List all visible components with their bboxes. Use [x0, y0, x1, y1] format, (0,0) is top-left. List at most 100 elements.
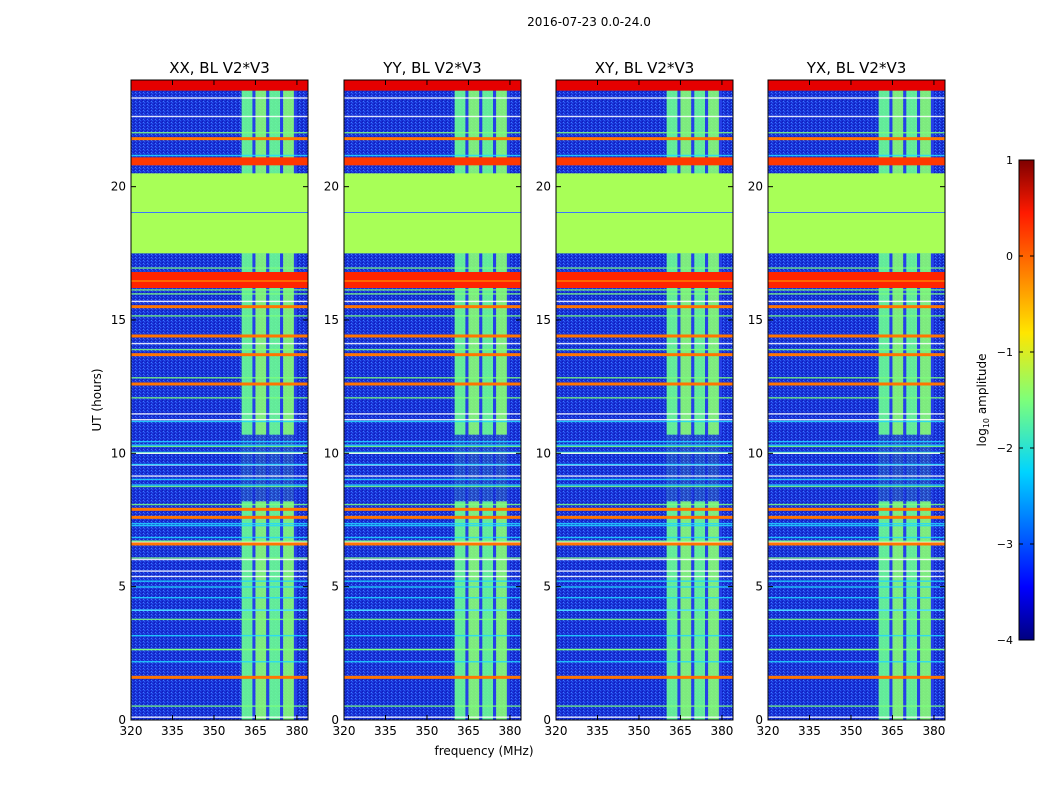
- x-tick-label: 380: [285, 724, 308, 738]
- flag-line: [768, 580, 945, 582]
- flag-line: [131, 661, 308, 663]
- flag-line: [131, 397, 308, 399]
- flag-line: [556, 580, 733, 582]
- rfi-stripe: [920, 80, 931, 720]
- y-tick-label: 10: [748, 446, 763, 460]
- x-tick-label: 335: [586, 724, 609, 738]
- flag-line: [768, 705, 945, 707]
- flag-line: [556, 475, 733, 477]
- rfi-gap: [917, 80, 921, 720]
- rfi-gap: [479, 80, 483, 720]
- flag-line: [768, 609, 945, 611]
- flag-line: [768, 716, 945, 718]
- x-tick-label: 350: [840, 724, 863, 738]
- flag-line: [344, 342, 521, 345]
- flag-line: [344, 503, 521, 506]
- flag-line: [131, 557, 308, 559]
- flag-line: [556, 115, 733, 118]
- y-tick-label: 15: [536, 313, 551, 327]
- flag-line-orange: [131, 137, 308, 141]
- flag-line: [344, 558, 521, 561]
- flag-line: [556, 648, 733, 651]
- flag-line: [344, 661, 521, 663]
- flag-line: [556, 484, 733, 486]
- flag-line: [131, 705, 308, 707]
- flag-line: [768, 557, 945, 559]
- flag-line: [556, 485, 733, 488]
- flag-line: [131, 570, 308, 572]
- y-axis-label: UT (hours): [90, 368, 104, 431]
- y-tick-label: 10: [536, 446, 551, 460]
- flag-line: [344, 289, 521, 291]
- masked-interval: [131, 173, 308, 254]
- flag-line: [131, 444, 308, 446]
- y-tick-label: 5: [331, 580, 339, 594]
- flag-line: [131, 132, 308, 134]
- rfi-gap: [280, 80, 284, 720]
- flag-line-orange: [556, 334, 733, 338]
- flag-line: [556, 524, 733, 527]
- flag-line: [556, 586, 733, 588]
- flag-line: [131, 97, 308, 99]
- y-tick-label: 10: [324, 446, 339, 460]
- flag-line: [768, 503, 945, 506]
- flag-line: [768, 586, 945, 588]
- colorbar-tick-label: 0: [1006, 250, 1013, 263]
- flag-line-orange: [344, 353, 521, 357]
- flag-line: [556, 558, 733, 561]
- flag-line-orange: [768, 334, 945, 338]
- flag-line: [131, 420, 308, 423]
- flag-line: [556, 315, 733, 317]
- flag-line: [556, 596, 733, 599]
- flag-line: [344, 570, 521, 572]
- flag-line: [556, 575, 733, 578]
- x-tick-label: 320: [545, 724, 568, 738]
- flag-line: [768, 540, 945, 542]
- flag-line: [768, 267, 945, 269]
- masked-interval: [768, 80, 945, 91]
- masked-interval: [344, 80, 521, 91]
- flag-line-orange: [344, 382, 521, 386]
- flag-line-orange: [768, 280, 945, 282]
- flag-line: [768, 484, 945, 486]
- rfi-band: [241, 80, 297, 720]
- flag-line: [556, 445, 733, 448]
- colorbar-ticks: 1 0 −1 −2 −3 −4: [997, 154, 1034, 647]
- colorbar-tick-label: −4: [997, 634, 1013, 647]
- flag-line: [344, 348, 521, 351]
- x-tick-label: 335: [161, 724, 184, 738]
- flag-line: [768, 444, 945, 446]
- flag-line: [344, 580, 521, 582]
- flag-line: [131, 541, 308, 543]
- flag-line: [556, 570, 733, 572]
- flag-line: [768, 154, 945, 157]
- flag-line: [344, 485, 521, 488]
- flag-line: [556, 557, 733, 559]
- flag-line: [768, 558, 945, 561]
- flag-line-orange: [131, 334, 308, 338]
- flag-line: [131, 440, 308, 443]
- flag-line: [131, 212, 308, 213]
- flag-line-orange: [556, 675, 733, 679]
- flag-line: [556, 705, 733, 707]
- flag-line-orange: [768, 137, 945, 141]
- flag-line: [556, 418, 733, 421]
- flag-line: [768, 397, 945, 399]
- flag-line-orange: [131, 507, 308, 511]
- flag-line: [768, 452, 945, 455]
- flag-line: [131, 522, 308, 525]
- panel-title: YX, BL V2*V3: [806, 59, 907, 77]
- rfi-stripe: [482, 80, 494, 720]
- rfi-band: [454, 80, 510, 720]
- flag-line: [344, 524, 521, 527]
- flag-line: [768, 661, 945, 663]
- rfi-gap: [266, 80, 270, 720]
- flag-line: [556, 377, 733, 379]
- flag-line: [344, 420, 521, 423]
- rfi-gap: [506, 80, 510, 720]
- rfi-stripe: [269, 80, 281, 720]
- flag-line-orange: [556, 305, 733, 309]
- rfi-stripe: [283, 80, 294, 720]
- masked-interval: [131, 157, 308, 166]
- flag-line: [344, 475, 521, 477]
